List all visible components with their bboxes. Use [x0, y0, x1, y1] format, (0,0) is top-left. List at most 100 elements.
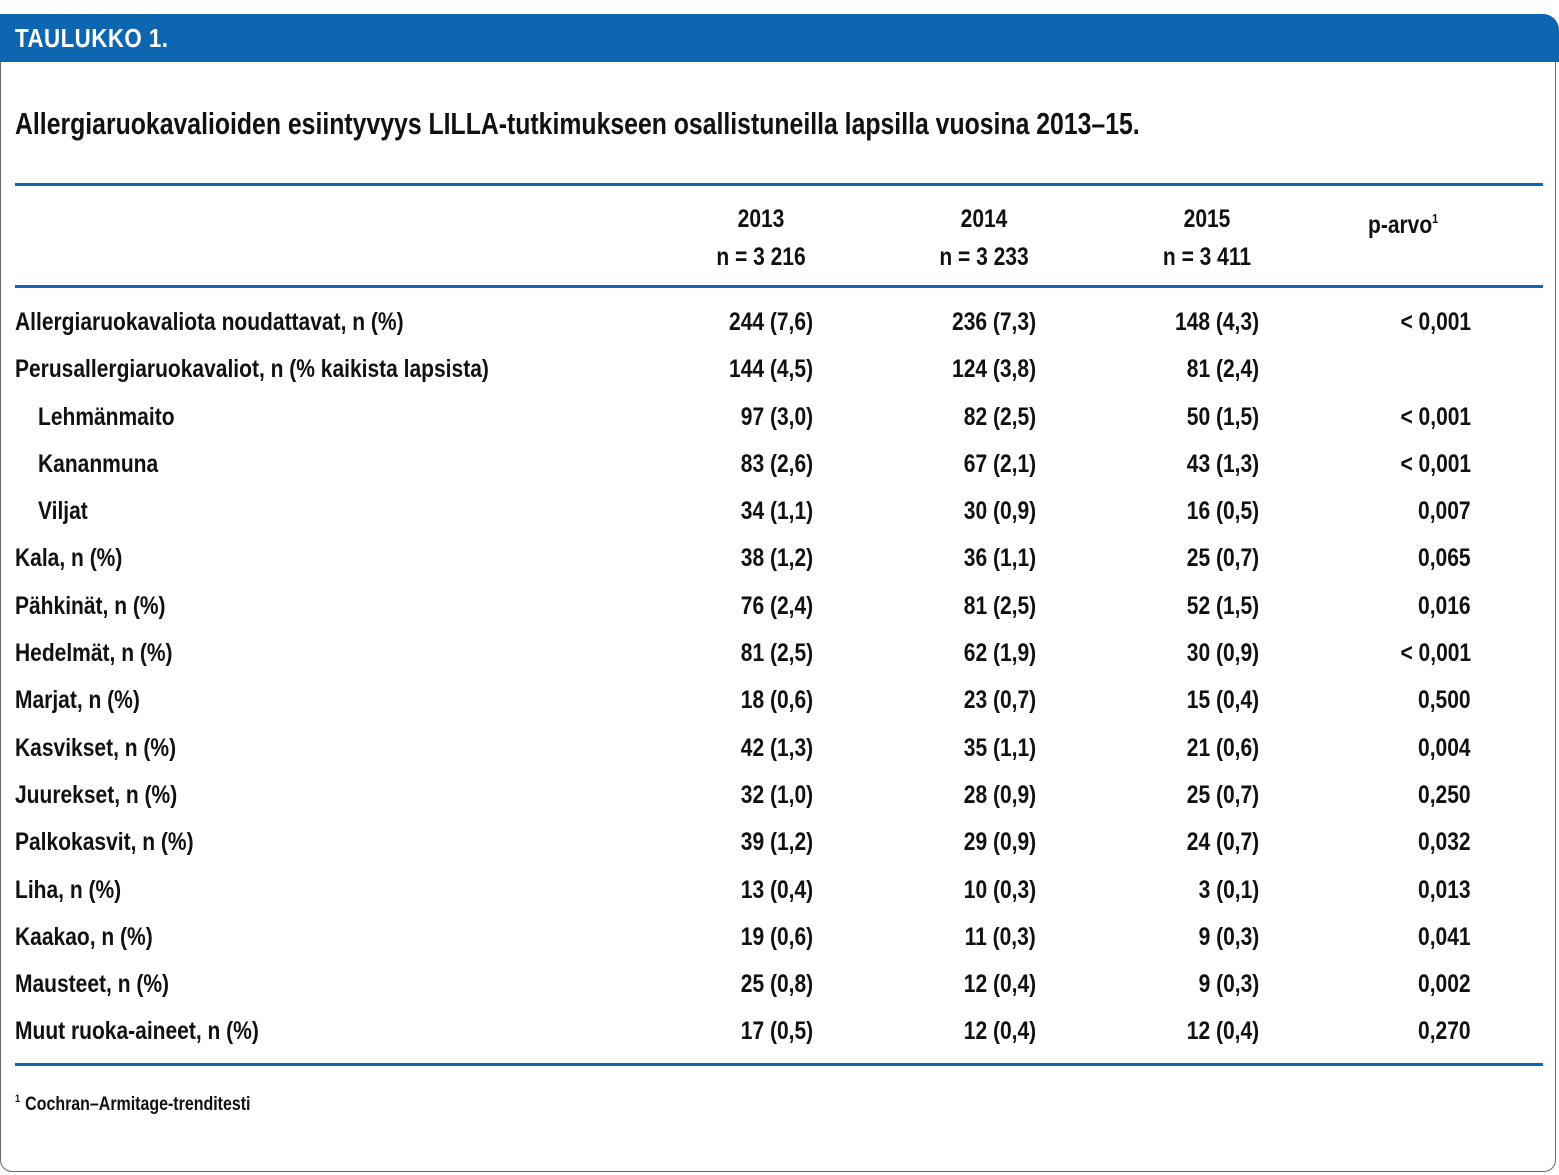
cell-2013: 17 (0,5)	[740, 1017, 813, 1046]
table-row: Mausteet, n (%) 25 (0,8) 12 (0,4) 9 (0,3) 0,…	[0, 962, 1559, 1009]
cell-2014: 67 (2,1)	[963, 449, 1036, 478]
table-row: Liha, n (%) 13 (0,4) 10 (0,3) 3 (0,1) 0,013	[0, 868, 1559, 915]
table-row: Viljat 34 (1,1) 30 (0,9) 16 (0,5) 0,007	[0, 489, 1559, 536]
footnote: 1 Cochran–Armitage-trenditesti	[15, 1093, 250, 1116]
header-rule	[15, 285, 1543, 288]
row-label: Muut ruoka-aineet, n (%)	[15, 1017, 259, 1046]
table-row: Allergiaruokavaliota noudattavat, n (%) 2…	[0, 300, 1559, 347]
footnote-mark: 1	[15, 1093, 21, 1105]
cell-p-value: 0,065	[1418, 544, 1471, 573]
cell-2015: 9 (0,3)	[1198, 970, 1259, 999]
cell-p-value: < 0,001	[1400, 639, 1471, 668]
cell-2014: 30 (0,9)	[963, 497, 1036, 526]
cell-p-value: 0,004	[1418, 733, 1471, 762]
table-row: Kala, n (%) 38 (1,2) 36 (1,1) 25 (0,7) 0,065	[0, 536, 1559, 583]
cell-2013: 81 (2,5)	[740, 639, 813, 668]
cell-2015: 30 (0,9)	[1186, 639, 1259, 668]
cell-2013: 39 (1,2)	[740, 828, 813, 857]
cell-2014: 81 (2,5)	[963, 591, 1036, 620]
cell-p-value: 0,041	[1418, 922, 1471, 951]
table-row: Perusallergiaruokavaliot, n (% kaikista …	[0, 347, 1559, 394]
row-label: Allergiaruokavaliota noudattavat, n (%)	[15, 308, 404, 336]
cell-2013: 34 (1,1)	[740, 497, 813, 526]
column-header-p-value: p-arvo1	[1368, 200, 1488, 244]
table-row: Kaakao, n (%) 19 (0,6) 11 (0,3) 9 (0,3) 0,04…	[0, 915, 1559, 962]
cell-2015: 50 (1,5)	[1186, 402, 1259, 431]
cell-2015: 24 (0,7)	[1186, 828, 1259, 857]
cell-2014: 35 (1,1)	[963, 733, 1036, 762]
row-label: Kala, n (%)	[15, 544, 123, 573]
table-row: Lehmänmaito 97 (3,0) 82 (2,5) 50 (1,5) < 0,0…	[0, 395, 1559, 442]
cell-2013: 97 (3,0)	[740, 402, 813, 431]
cell-p-value: 0,032	[1418, 828, 1471, 857]
table-row: Pähkinät, n (%) 76 (2,4) 81 (2,5) 52 (1,5) 0…	[0, 584, 1559, 631]
table-row: Kasvikset, n (%) 42 (1,3) 35 (1,1) 21 (0,6)…	[0, 726, 1559, 773]
row-label: Mausteet, n (%)	[15, 970, 170, 999]
cell-2014: 36 (1,1)	[963, 544, 1036, 573]
cell-2013: 76 (2,4)	[740, 591, 813, 620]
cell-2015: 52 (1,5)	[1186, 591, 1259, 620]
cell-2013: 244 (7,6)	[728, 308, 813, 336]
cell-p-value: 0,016	[1418, 591, 1471, 620]
cell-2014: 10 (0,3)	[963, 875, 1036, 904]
row-label: Kaakao, n (%)	[15, 922, 153, 951]
p-value-footnote-mark: 1	[1432, 211, 1439, 226]
row-label: Liha, n (%)	[15, 875, 122, 904]
column-year: 2013	[737, 205, 785, 233]
table-number-label: TAULUKKO 1.	[15, 22, 169, 53]
cell-2015: 25 (0,7)	[1186, 780, 1259, 809]
column-header-2015: 2015 n = 3 411	[1107, 200, 1307, 276]
table-row: Marjat, n (%) 18 (0,6) 23 (0,7) 15 (0,4) 0,5…	[0, 678, 1559, 725]
cell-p-value: 0,270	[1418, 1017, 1471, 1046]
cell-2015: 3 (0,1)	[1198, 875, 1259, 904]
cell-2014: 23 (0,7)	[963, 686, 1036, 715]
cell-p-value: 0,500	[1418, 686, 1471, 715]
table-row: Muut ruoka-aineet, n (%) 17 (0,5) 12 (0,4)…	[0, 1009, 1559, 1056]
top-rule	[15, 183, 1543, 186]
row-label: Viljat	[38, 497, 88, 526]
table-row: Juurekset, n (%) 32 (1,0) 28 (0,9) 25 (0,7)…	[0, 773, 1559, 820]
column-n: n = 3 216	[716, 243, 806, 271]
cell-2014: 11 (0,3)	[964, 922, 1036, 951]
column-n: n = 3 233	[939, 243, 1029, 271]
cell-2015: 81 (2,4)	[1186, 355, 1259, 384]
bottom-rule	[15, 1063, 1543, 1066]
table-header-bar: TAULUKKO 1.	[0, 14, 1559, 62]
cell-p-value: 0,007	[1418, 497, 1471, 526]
cell-2015: 25 (0,7)	[1186, 544, 1259, 573]
row-label: Marjat, n (%)	[15, 686, 140, 715]
cell-2014: 29 (0,9)	[963, 828, 1036, 857]
cell-2015: 15 (0,4)	[1186, 686, 1259, 715]
cell-2014: 12 (0,4)	[963, 1017, 1036, 1046]
cell-2014: 236 (7,3)	[951, 308, 1036, 336]
p-value-label: p-arvo1	[1368, 200, 1469, 244]
row-label: Lehmänmaito	[38, 402, 175, 431]
table-row: Palkokasvit, n (%) 39 (1,2) 29 (0,9) 24 (0,…	[0, 820, 1559, 867]
cell-2014: 28 (0,9)	[963, 780, 1036, 809]
column-header-2014: 2014 n = 3 233	[884, 200, 1084, 276]
cell-2013: 18 (0,6)	[740, 686, 813, 715]
cell-2015: 21 (0,6)	[1186, 733, 1259, 762]
cell-2015: 12 (0,4)	[1186, 1017, 1259, 1046]
cell-2013: 13 (0,4)	[740, 875, 813, 904]
column-header-2013: 2013 n = 3 216	[661, 200, 861, 276]
cell-2015: 43 (1,3)	[1186, 449, 1259, 478]
cell-2013: 38 (1,2)	[740, 544, 813, 573]
row-label: Perusallergiaruokavaliot, n (% kaikista …	[15, 355, 489, 384]
cell-2014: 124 (3,8)	[951, 355, 1036, 384]
column-year: 2015	[1183, 205, 1231, 233]
cell-2015: 9 (0,3)	[1198, 922, 1259, 951]
column-n: n = 3 411	[1162, 243, 1252, 271]
table-row: Hedelmät, n (%) 81 (2,5) 62 (1,9) 30 (0,9) <…	[0, 631, 1559, 678]
row-label: Kasvikset, n (%)	[15, 733, 177, 762]
cell-p-value: < 0,001	[1400, 308, 1471, 336]
cell-2014: 82 (2,5)	[963, 402, 1036, 431]
cell-2015: 148 (4,3)	[1174, 308, 1259, 336]
table-row: Kananmuna 83 (2,6) 67 (2,1) 43 (1,3) < 0,001	[0, 442, 1559, 489]
cell-2013: 83 (2,6)	[740, 449, 813, 478]
cell-2013: 25 (0,8)	[740, 970, 813, 999]
table-panel	[0, 14, 1556, 1172]
cell-2014: 62 (1,9)	[963, 639, 1036, 668]
p-value-text: p-arvo	[1368, 211, 1433, 239]
row-label: Juurekset, n (%)	[15, 780, 178, 809]
